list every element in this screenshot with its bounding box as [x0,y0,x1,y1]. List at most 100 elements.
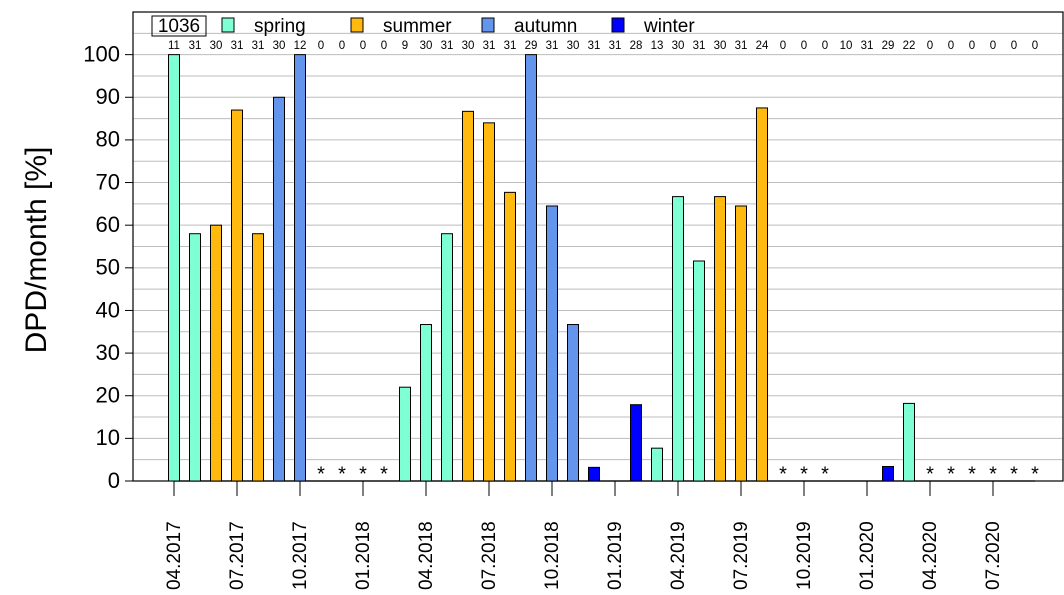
x-tick-label: 10.2019 [794,521,815,590]
days-label: 0 [318,40,324,52]
bar [882,466,894,482]
y-tick-label: 80 [96,127,120,152]
no-data-marker: * [947,463,955,485]
days-label: 12 [294,40,307,52]
no-data-marker: * [989,463,997,485]
x-tick-label: 01.2018 [353,521,374,590]
no-data-marker: * [926,463,934,485]
no-data-marker: * [779,463,787,485]
bar [903,402,915,482]
days-label: 30 [462,40,475,52]
days-label: 13 [651,40,664,52]
x-tick-label: 04.2020 [920,521,941,590]
bar [714,196,726,482]
no-data-marker: * [1031,463,1039,485]
bar [294,54,306,482]
days-label: 0 [801,40,807,52]
bar [441,233,453,482]
days-label: 31 [546,40,559,52]
x-tick-label: 04.2019 [668,521,689,590]
no-data-marker: * [1010,463,1018,485]
days-label: 31 [609,40,622,52]
no-data-marker: * [968,463,976,485]
no-data-marker: * [338,463,346,485]
legend-label: summer [383,16,452,37]
legend-title: 1036 [158,16,200,37]
bar [651,447,663,482]
days-label: 31 [189,40,202,52]
bar [504,191,516,482]
days-label: 0 [969,40,975,52]
x-tick-label: 01.2020 [857,521,878,590]
bar [420,324,432,482]
days-label: 0 [948,40,954,52]
days-label: 24 [756,40,769,52]
bar [525,54,537,482]
days-label: 31 [483,40,496,52]
days-label: 0 [381,40,387,52]
bar [546,205,558,482]
days-label: 31 [588,40,601,52]
days-label: 30 [567,40,580,52]
bar [756,107,768,482]
bar [273,96,285,482]
days-label: 30 [672,40,685,52]
y-tick-label: 40 [96,297,120,322]
legend-swatch [611,17,625,33]
days-label: 31 [504,40,517,52]
legend-swatch [481,17,495,33]
days-label: 30 [420,40,433,52]
no-data-marker: * [800,463,808,485]
days-label: 11 [168,40,180,52]
bar [735,205,747,482]
bar [483,122,495,482]
bar [231,109,243,482]
y-tick-label: 20 [96,383,120,408]
days-label: 31 [735,40,748,52]
legend-swatch [350,17,364,33]
no-data-marker: * [821,463,829,485]
y-tick-label: 0 [108,468,120,493]
days-label: 29 [525,40,538,52]
no-data-marker: * [359,463,367,485]
legend-title-box [151,15,207,37]
days-label: 22 [903,40,916,52]
days-label: 29 [882,40,895,52]
days-label: 31 [693,40,706,52]
bar [252,233,264,482]
x-tick-label: 07.2019 [731,521,752,590]
y-axis-label: DPD/month [%] [20,147,53,354]
y-tick-label: 90 [96,84,120,109]
bar [693,260,705,482]
days-label: 0 [990,40,996,52]
days-label: 30 [714,40,727,52]
x-tick-label: 04.2017 [164,521,185,590]
x-tick-label: 04.2018 [416,521,437,590]
bar [210,224,222,482]
days-label: 9 [402,40,408,52]
x-tick-label: 07.2018 [479,521,500,590]
days-label: 0 [1032,40,1038,52]
days-label: 0 [339,40,345,52]
legend-label: spring [254,16,306,37]
y-tick-label: 10 [96,425,120,450]
x-tick-label: 10.2018 [542,521,563,590]
y-tick-label: 70 [96,169,120,194]
bar [588,466,600,482]
bar [399,386,411,482]
x-tick-label: 07.2020 [983,521,1004,590]
bar [189,233,201,482]
y-tick-label: 100 [83,41,120,66]
days-label: 31 [252,40,265,52]
days-label: 10 [840,40,853,52]
no-data-marker: * [317,463,325,485]
days-label: 0 [1011,40,1017,52]
y-tick-label: 30 [96,340,120,365]
y-tick-label: 60 [96,212,120,237]
legend-label: winter [643,16,695,37]
no-data-marker: * [380,463,388,485]
days-label: 0 [360,40,366,52]
bar [630,404,642,482]
days-label: 0 [780,40,786,52]
